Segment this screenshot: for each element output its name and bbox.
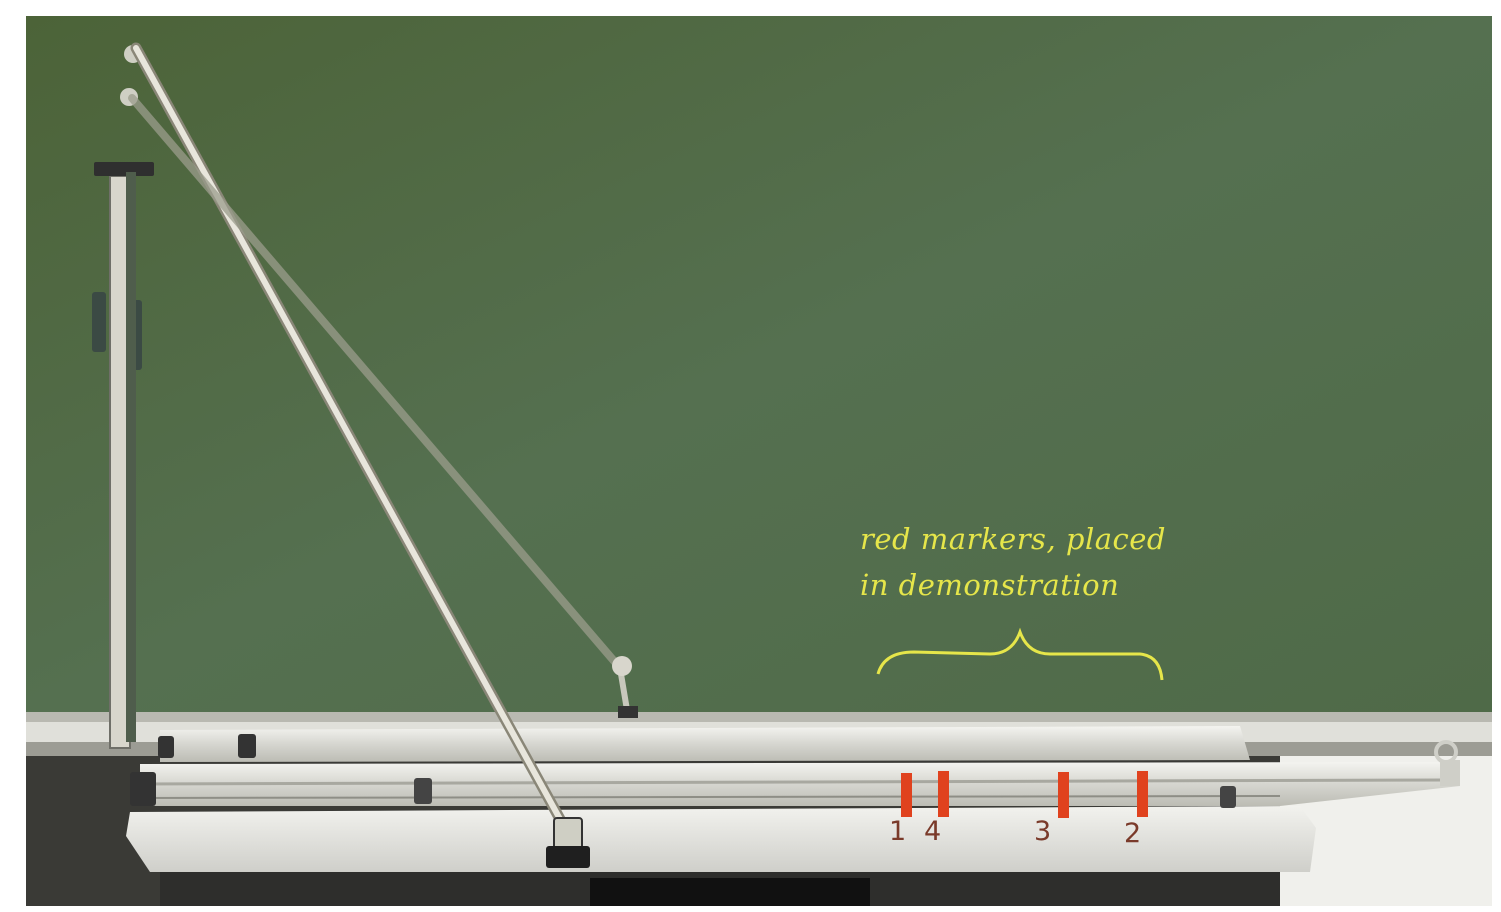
caption-line-2: in demonstration bbox=[860, 568, 1120, 602]
steep-rod bbox=[133, 45, 569, 833]
caption-line-1: red markers, placed bbox=[860, 522, 1166, 556]
red-marker-2 bbox=[1137, 771, 1148, 817]
board-frame-top bbox=[26, 712, 1492, 722]
chalkboard bbox=[26, 16, 1492, 714]
red-marker-4 bbox=[938, 771, 949, 817]
lower-rail bbox=[140, 762, 1460, 806]
upper-track bbox=[160, 726, 1250, 762]
red-marker-1 bbox=[901, 773, 912, 817]
brace-annotation bbox=[876, 627, 1164, 681]
marker-label-4: 4 bbox=[924, 816, 942, 847]
shallow-rod bbox=[128, 94, 624, 672]
marker-label-2: 2 bbox=[1124, 818, 1142, 849]
marker-label-3: 3 bbox=[1034, 816, 1052, 847]
marker-label-1: 1 bbox=[889, 816, 907, 847]
red-marker-3 bbox=[1058, 772, 1069, 818]
control-panel bbox=[590, 878, 870, 906]
bench-ledge bbox=[126, 806, 1316, 872]
